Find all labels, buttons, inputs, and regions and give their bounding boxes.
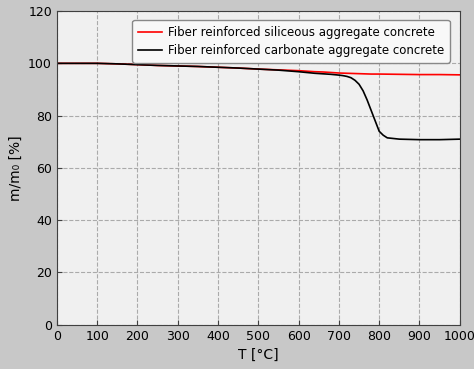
Fiber reinforced siliceous aggregate concrete [328, 70, 334, 75]
Fiber reinforced carbonate aggregate concrete [215, 65, 221, 69]
Fiber reinforced siliceous aggregate concrete [175, 64, 181, 68]
Fiber reinforced carbonate aggregate concrete [235, 66, 241, 70]
Fiber reinforced carbonate aggregate concrete [54, 61, 60, 66]
Fiber reinforced carbonate aggregate concrete [417, 138, 422, 142]
Fiber reinforced carbonate aggregate concrete [336, 73, 342, 77]
Legend: Fiber reinforced siliceous aggregate concrete, Fiber reinforced carbonate aggreg: Fiber reinforced siliceous aggregate con… [132, 20, 450, 63]
Fiber reinforced siliceous aggregate concrete [396, 72, 402, 76]
Fiber reinforced siliceous aggregate concrete [296, 69, 301, 73]
Fiber reinforced carbonate aggregate concrete [195, 64, 201, 69]
Fiber reinforced siliceous aggregate concrete [417, 72, 422, 77]
Fiber reinforced siliceous aggregate concrete [155, 63, 160, 68]
Fiber reinforced carbonate aggregate concrete [114, 62, 120, 66]
Fiber reinforced carbonate aggregate concrete [135, 62, 140, 67]
Fiber reinforced siliceous aggregate concrete [195, 64, 201, 69]
Fiber reinforced carbonate aggregate concrete [296, 69, 301, 74]
Fiber reinforced carbonate aggregate concrete [312, 71, 318, 76]
Fiber reinforced carbonate aggregate concrete [384, 136, 390, 140]
Fiber reinforced carbonate aggregate concrete [372, 119, 378, 123]
Fiber reinforced carbonate aggregate concrete [348, 76, 354, 80]
Fiber reinforced siliceous aggregate concrete [312, 69, 318, 74]
Fiber reinforced carbonate aggregate concrete [396, 137, 402, 141]
Fiber reinforced siliceous aggregate concrete [74, 61, 80, 66]
Fiber reinforced carbonate aggregate concrete [304, 70, 310, 75]
Fiber reinforced carbonate aggregate concrete [376, 129, 382, 134]
Fiber reinforced carbonate aggregate concrete [94, 61, 100, 66]
Fiber reinforced carbonate aggregate concrete [368, 108, 374, 113]
Line: Fiber reinforced carbonate aggregate concrete: Fiber reinforced carbonate aggregate con… [57, 63, 460, 140]
Fiber reinforced siliceous aggregate concrete [54, 61, 60, 66]
Fiber reinforced siliceous aggregate concrete [344, 71, 350, 76]
Fiber reinforced siliceous aggregate concrete [94, 61, 100, 66]
Fiber reinforced siliceous aggregate concrete [360, 72, 366, 76]
Fiber reinforced carbonate aggregate concrete [328, 72, 334, 76]
Fiber reinforced siliceous aggregate concrete [276, 68, 282, 72]
Y-axis label: m/m₀ [%]: m/m₀ [%] [9, 135, 23, 201]
Fiber reinforced carbonate aggregate concrete [457, 137, 463, 141]
Fiber reinforced siliceous aggregate concrete [368, 72, 374, 76]
Fiber reinforced carbonate aggregate concrete [380, 133, 386, 137]
Fiber reinforced carbonate aggregate concrete [352, 78, 358, 83]
Fiber reinforced siliceous aggregate concrete [352, 71, 358, 76]
Fiber reinforced siliceous aggregate concrete [215, 65, 221, 69]
Fiber reinforced carbonate aggregate concrete [360, 89, 366, 93]
Fiber reinforced siliceous aggregate concrete [114, 62, 120, 66]
Fiber reinforced carbonate aggregate concrete [276, 68, 282, 72]
X-axis label: T [°C]: T [°C] [238, 348, 279, 362]
Fiber reinforced carbonate aggregate concrete [74, 61, 80, 66]
Fiber reinforced carbonate aggregate concrete [255, 67, 261, 71]
Fiber reinforced siliceous aggregate concrete [437, 72, 442, 77]
Fiber reinforced siliceous aggregate concrete [235, 66, 241, 70]
Fiber reinforced siliceous aggregate concrete [457, 73, 463, 77]
Fiber reinforced carbonate aggregate concrete [437, 138, 442, 142]
Fiber reinforced siliceous aggregate concrete [336, 71, 342, 75]
Fiber reinforced carbonate aggregate concrete [320, 72, 326, 76]
Fiber reinforced carbonate aggregate concrete [340, 73, 346, 78]
Fiber reinforced carbonate aggregate concrete [155, 63, 160, 68]
Fiber reinforced carbonate aggregate concrete [344, 74, 350, 79]
Fiber reinforced siliceous aggregate concrete [304, 69, 310, 73]
Fiber reinforced siliceous aggregate concrete [320, 70, 326, 74]
Fiber reinforced siliceous aggregate concrete [376, 72, 382, 76]
Fiber reinforced carbonate aggregate concrete [356, 82, 362, 86]
Fiber reinforced siliceous aggregate concrete [255, 67, 261, 71]
Fiber reinforced carbonate aggregate concrete [175, 64, 181, 68]
Fiber reinforced siliceous aggregate concrete [135, 62, 140, 67]
Fiber reinforced carbonate aggregate concrete [364, 98, 370, 102]
Line: Fiber reinforced siliceous aggregate concrete: Fiber reinforced siliceous aggregate con… [57, 63, 460, 75]
